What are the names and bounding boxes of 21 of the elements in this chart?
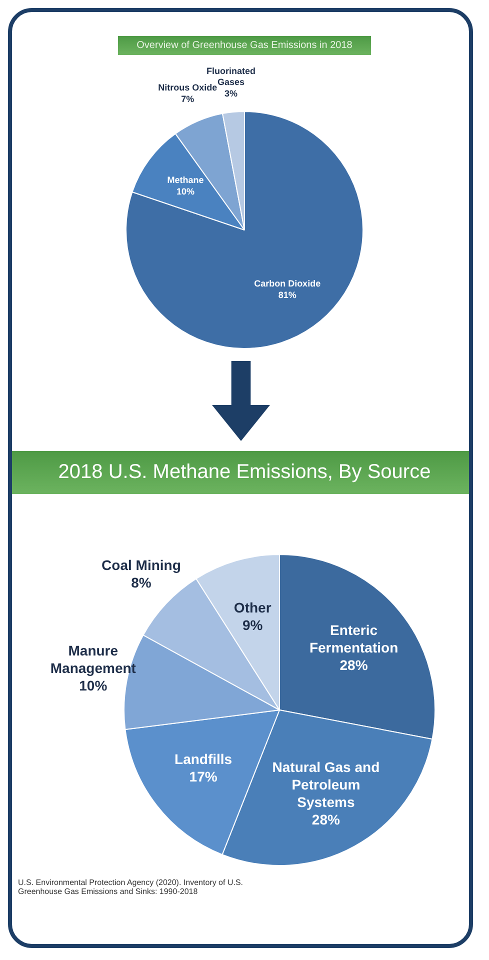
- chart-title: 2018 U.S. Methane Emissions, By Source: [57, 460, 432, 485]
- slice-label: Landfills: [174, 751, 232, 768]
- data-label: 17%: [189, 768, 218, 785]
- slice-label: Nitrous Oxide: [158, 82, 218, 93]
- slice-label: Carbon Dioxide: [254, 278, 321, 289]
- slice-label: Coal Mining: [102, 556, 181, 573]
- chart-title: Overview of Greenhouse Gas Emissions in 2018: [118, 36, 371, 55]
- data-label: 3%: [224, 88, 238, 98]
- data-label: 10%: [176, 186, 194, 196]
- slice-label: Methane: [167, 175, 204, 186]
- data-label: 28%: [340, 656, 368, 673]
- data-label: 81%: [278, 290, 296, 300]
- data-label: 8%: [131, 574, 152, 590]
- data-label: 9%: [242, 617, 264, 634]
- data-label: 10%: [79, 678, 108, 694]
- slice-label: Enteric Fermentation: [309, 622, 398, 656]
- slice-label: Natural Gas and Petroleum Systems: [272, 759, 380, 810]
- data-label: 28%: [312, 812, 341, 828]
- data-label: 7%: [181, 94, 194, 104]
- slice-label: Other: [234, 600, 272, 616]
- text: U.S. Environmental Protection Agency (2020). Inventory of U.S. Greenhouse Gas Emissions and Sinks: 1990-2018: [18, 878, 244, 896]
